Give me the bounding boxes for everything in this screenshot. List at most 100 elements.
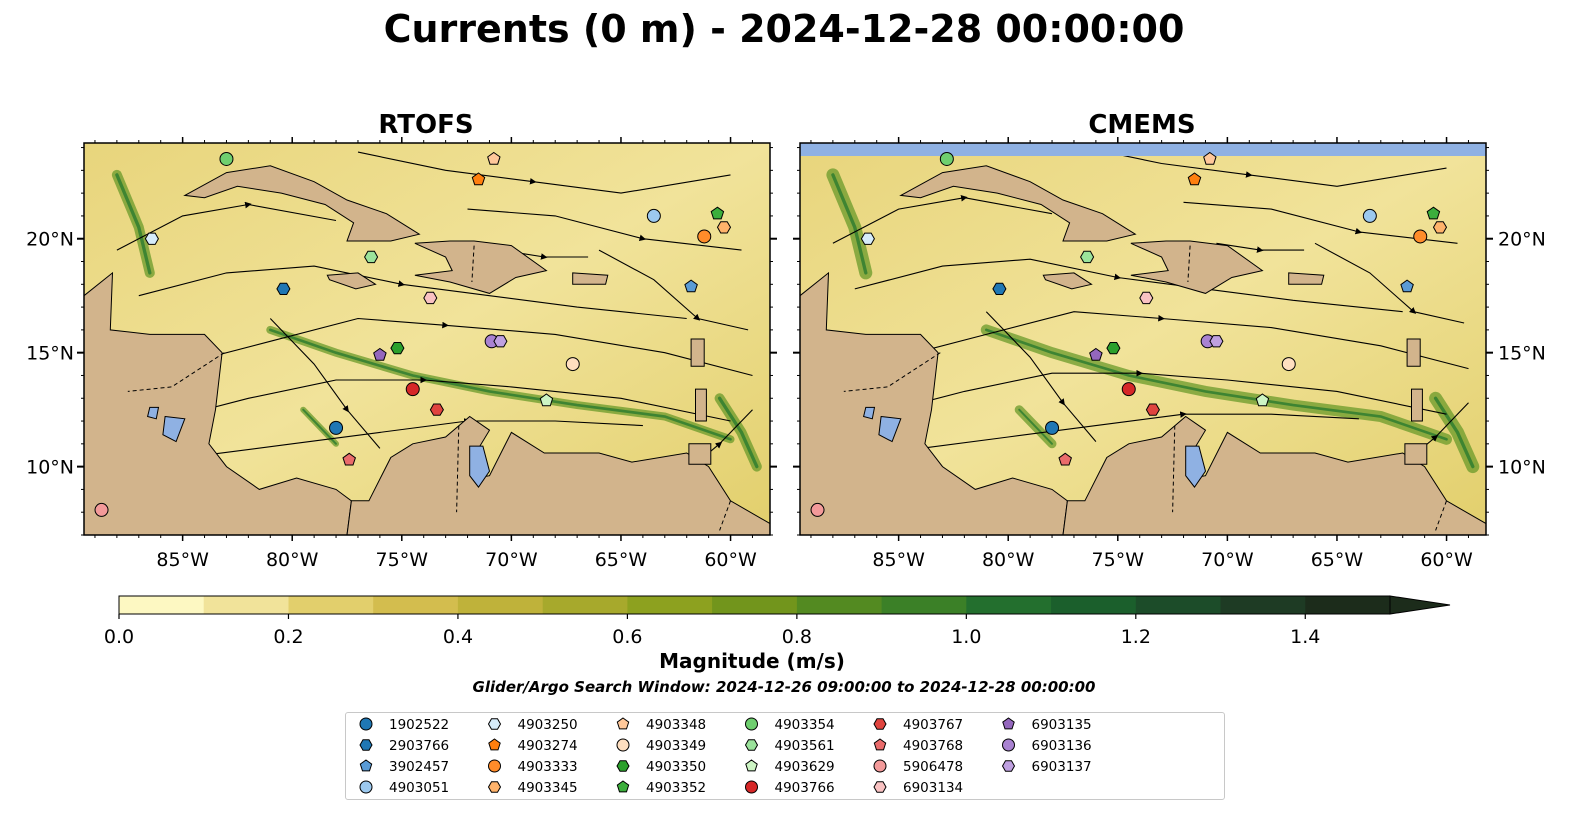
legend-entry: 6903136 [1002,738,1092,754]
legend-label: 4903766 [775,780,835,796]
legend-label: 4903629 [775,759,835,775]
colorbar-cell [1305,596,1391,614]
colorbar-cell [542,596,628,614]
float-marker-6903137 [1209,335,1224,348]
legend-label: 4903348 [646,717,706,733]
lon-tick-label: 85°W [156,549,209,571]
float-marker-3902457 [684,279,698,293]
land [899,165,1137,242]
colorbar-tick-label: 0.8 [782,626,812,648]
colorbar-tick-label: 1.0 [951,626,981,648]
legend-entry: 4903348 [616,717,706,733]
float-marker-6903135 [373,347,387,361]
streamline [1413,311,1465,324]
streamline [964,197,1053,215]
legend-marker-4903767 [873,718,887,730]
search-window-caption: Glider/Argo Search Window: 2024-12-26 09… [473,678,1096,696]
legend-label: 4903349 [646,738,706,754]
float-marker-6903137 [493,335,508,348]
float-marker-2903766 [276,282,291,295]
legend-label: 4903051 [389,780,449,796]
panel-cmems-north-band [800,143,1486,156]
legend-marker-1902522 [359,717,373,731]
float-marker-5906478 [94,502,109,517]
float-marker-4903768 [342,452,356,466]
legend-label: 4903350 [646,759,706,775]
legend-entry: 4903767 [873,717,963,733]
land [1130,240,1264,294]
legend-label: 4903352 [646,780,706,796]
current-core [717,396,759,469]
colorbar-ticks: 0.0 0.2 0.4 0.6 0.8 1.0 1.2 1.4 [104,614,1320,648]
land [695,388,707,422]
legend-marker-4903629 [745,759,758,772]
land [690,338,705,367]
colorbar-cell [373,596,459,614]
streamline [1161,317,1469,370]
streamline [269,318,349,413]
float-marker-5906478 [810,502,825,517]
float-marker-4903768 [1058,452,1072,466]
lon-tick-label: 70°W [1201,549,1254,571]
legend-entries: 1902522 2903766 3902457 4903051 4903250 49032… [359,717,1092,796]
colorbar-cell [881,596,967,614]
streamline [1183,201,1363,235]
legend-label: 1902522 [389,717,449,733]
legend: 1902522 2903766 3902457 4903051 4903250 49032… [345,712,1225,800]
legend-label: 3902457 [389,759,449,775]
float-marker-3902457 [1400,279,1414,293]
streamline [697,317,749,331]
colorbar-cell [457,596,544,614]
legend-marker-4903354 [745,717,758,731]
streamline [985,311,1065,406]
panel-title-rtofs: RTOFS [378,110,473,140]
panel-rtofs-floats [94,151,732,517]
land [1288,272,1325,285]
colorbar-cell [966,596,1052,614]
colorbar-cell [1135,596,1221,614]
legend-label: 4903250 [518,717,578,733]
legend-marker-6903137 [1001,760,1016,772]
float-marker-4903051 [646,208,661,223]
panel-rtofs-land [83,165,771,536]
legend-label: 4903561 [775,738,835,754]
panel-title-cmems: CMEMS [1088,110,1195,140]
float-marker-4903767 [429,403,444,416]
lon-tick-label: 65°W [1311,549,1364,571]
colorbar-tick-label: 1.4 [1290,626,1320,648]
lon-tick-label: 60°W [1420,549,1473,571]
lake [862,406,876,420]
lat-tick-label: 15°N [1498,343,1546,365]
float-marker-4903354 [939,151,954,166]
streamline [467,208,647,242]
float-marker-1902522 [329,420,344,435]
streamline [445,324,753,377]
legend-label: 4903767 [903,717,963,733]
streamline [204,418,471,456]
legend-marker-4903348 [616,717,630,730]
legend-label: 4903345 [518,780,578,796]
lake [1185,445,1207,488]
legend-marker-5906478 [873,759,887,773]
colorbar-tick-label: 1.2 [1121,626,1151,648]
current-core [268,328,732,441]
legend-entry: 4903345 [487,780,578,796]
land [183,165,421,242]
panel-rtofs: RTOFS 85°W 80°W 75°W 70°W 65°W 60°W 10°N 15°N 20… [26,110,777,571]
streamline [719,409,753,445]
legend-entry: 1902522 [359,717,449,733]
float-marker-6903134 [423,291,438,305]
legend-entry: 4903354 [745,717,835,733]
legend-entry: 4903766 [745,780,835,796]
land [1406,338,1421,367]
country-border [456,425,460,513]
streamline [1314,242,1417,314]
country-border [1172,425,1176,513]
float-marker-4903349 [1281,357,1296,372]
streamline [1216,242,1264,253]
legend-label: 6903134 [903,780,963,796]
colorbar-tick-label: 0.6 [612,626,642,648]
legend-label: 4903333 [518,759,578,775]
float-marker-4903352 [1426,206,1441,220]
land [414,240,548,294]
